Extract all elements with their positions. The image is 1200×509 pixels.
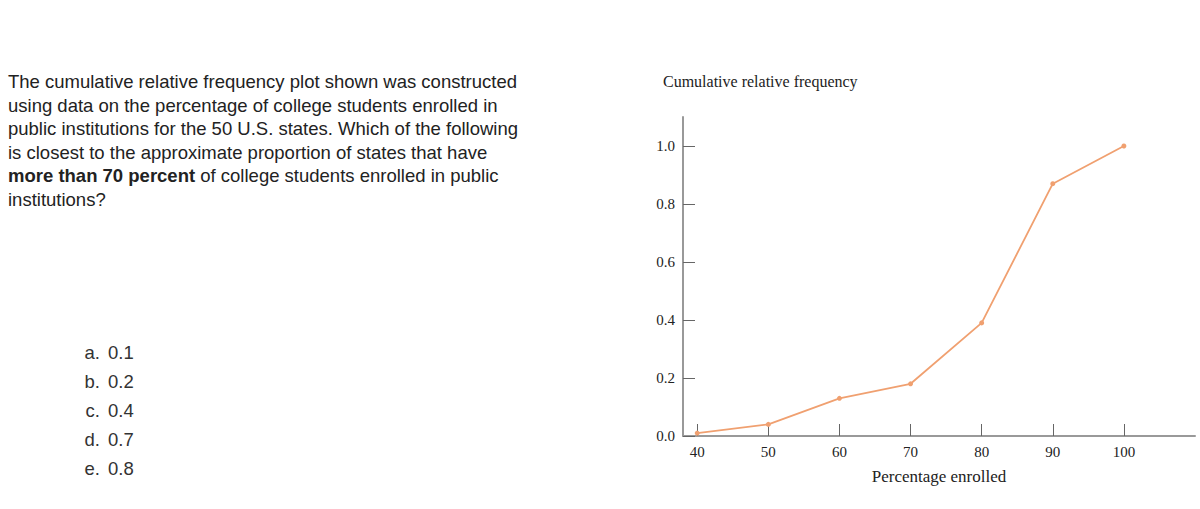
svg-text:Cumulative relative frequency: Cumulative relative frequency bbox=[663, 73, 858, 91]
html-text:e.: e. bbox=[84, 458, 100, 479]
html-text:a.: a. bbox=[84, 342, 100, 363]
html-text:c.: c. bbox=[85, 400, 100, 421]
svg-text:1.0: 1.0 bbox=[656, 138, 675, 154]
html-text:b.: b. bbox=[84, 371, 100, 392]
svg-text:0.4: 0.4 bbox=[656, 312, 675, 328]
svg-text:50: 50 bbox=[761, 444, 776, 460]
svg-text:0.0: 0.0 bbox=[656, 428, 675, 444]
svg-text:80: 80 bbox=[974, 444, 989, 460]
svg-text:60: 60 bbox=[832, 444, 847, 460]
svg-text:Percentage enrolled: Percentage enrolled bbox=[872, 467, 1007, 486]
svg-text:100: 100 bbox=[1113, 444, 1136, 460]
html-text:0.8: 0.8 bbox=[108, 458, 134, 479]
html-text:more than 70 percent of colleg: more than 70 percent of college students… bbox=[8, 165, 499, 210]
svg-text:70: 70 bbox=[903, 444, 918, 460]
html-text:d.: d. bbox=[84, 429, 100, 450]
html-text:The cumulative relative freque: The cumulative relative frequency plot s… bbox=[8, 71, 518, 163]
html-text:0.2: 0.2 bbox=[108, 371, 134, 392]
html-text:0.7: 0.7 bbox=[108, 429, 134, 450]
svg-text:0.8: 0.8 bbox=[656, 196, 675, 212]
svg-text:40: 40 bbox=[690, 444, 705, 460]
svg-text:0.6: 0.6 bbox=[656, 254, 675, 270]
html-text:0.4: 0.4 bbox=[108, 400, 134, 421]
svg-text:0.2: 0.2 bbox=[656, 370, 675, 386]
html-text:0.1: 0.1 bbox=[108, 342, 134, 363]
svg-text:90: 90 bbox=[1045, 444, 1060, 460]
